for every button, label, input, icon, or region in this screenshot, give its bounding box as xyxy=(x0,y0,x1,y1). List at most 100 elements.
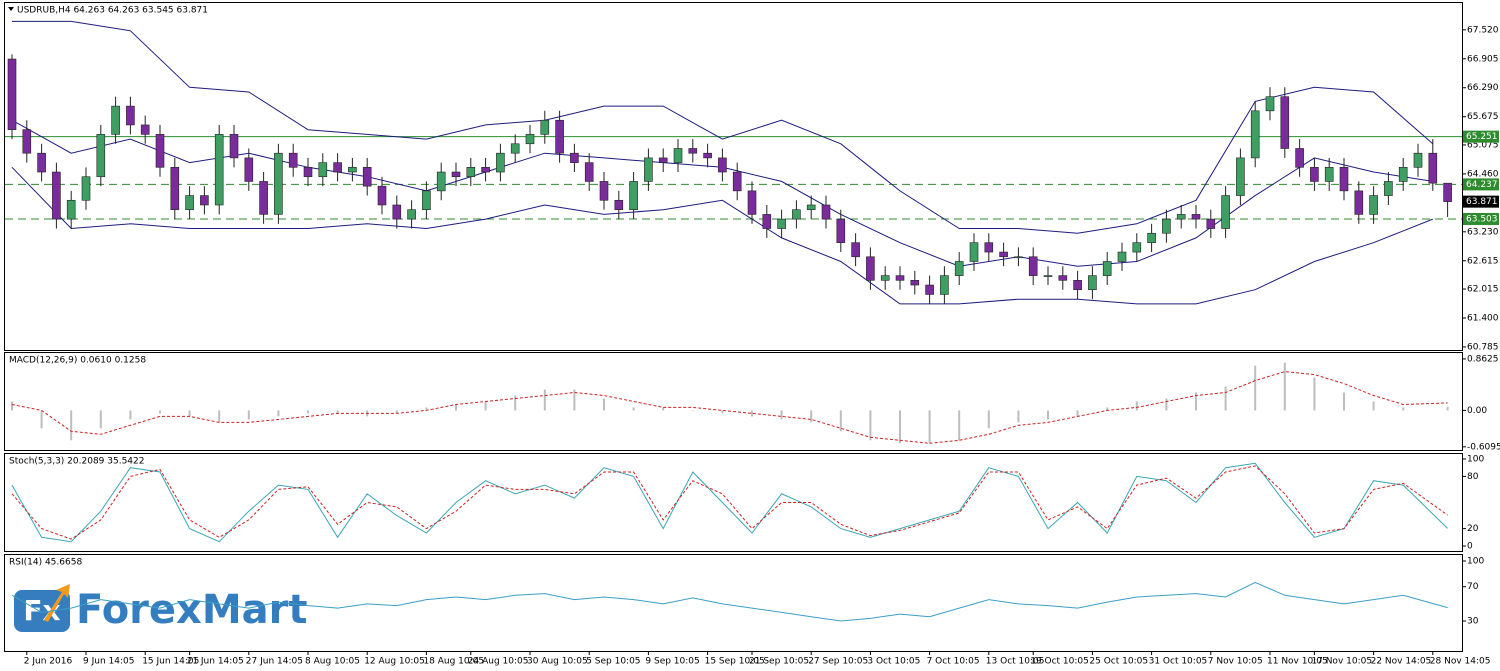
candle-body xyxy=(940,275,949,295)
candle-body xyxy=(1028,256,1038,276)
macd-bar xyxy=(987,410,990,429)
candle-body xyxy=(1176,214,1186,220)
x-tick-label: 28 Nov 14:05 xyxy=(1430,657,1491,667)
x-tick-label: 31 Oct 10:05 xyxy=(1149,657,1208,667)
candle-body xyxy=(185,195,194,210)
y-tick-label: 65.675 xyxy=(1467,112,1499,122)
level-label: 64.237 xyxy=(1466,180,1498,190)
candle-body xyxy=(747,190,757,215)
candle-body xyxy=(451,171,461,178)
candle-body xyxy=(821,204,831,220)
candle-body xyxy=(362,167,372,187)
macd-bar xyxy=(1076,410,1079,417)
candle-body xyxy=(1073,280,1082,291)
level-label-box xyxy=(1463,212,1499,225)
candle-body xyxy=(599,181,609,201)
macd-bar xyxy=(543,389,546,411)
candle-body xyxy=(200,195,209,206)
x-tick-label: 12 Aug 10:05 xyxy=(364,657,425,667)
candle-body xyxy=(525,134,535,145)
candle-body xyxy=(910,280,920,286)
x-tick-label: 8 Aug 10:05 xyxy=(305,657,360,667)
candle-body xyxy=(732,171,742,192)
macd-bar xyxy=(1313,377,1316,411)
candle-body xyxy=(703,152,712,159)
candle-body xyxy=(1206,218,1216,229)
x-tick-label: 5 Sep 10:05 xyxy=(586,657,640,667)
macd-bar xyxy=(1195,392,1197,411)
candle-body xyxy=(1324,167,1334,182)
candle-body xyxy=(895,275,905,281)
macd-bar xyxy=(839,410,842,432)
y-tick-label: 0 xyxy=(1467,542,1473,552)
candle-body xyxy=(407,209,416,220)
macd-bar xyxy=(425,407,428,411)
candle-body xyxy=(1088,275,1097,291)
y-tick-label: 30 xyxy=(1467,617,1479,627)
candle-body xyxy=(52,171,61,220)
macd-bar xyxy=(1283,362,1286,411)
x-tick-label: 15 Jun 14:05 xyxy=(142,657,199,667)
x-tick-label: 19 Oct 10:05 xyxy=(1030,657,1089,667)
macd-bar xyxy=(159,410,161,414)
x-tick-label: 21 Jun 14:05 xyxy=(187,657,244,667)
macd-bar xyxy=(1254,365,1257,411)
macd-bar xyxy=(751,410,753,417)
x-tick-label: 21 Sep 10:05 xyxy=(749,657,809,667)
macd-bar xyxy=(1017,410,1020,423)
candle-body xyxy=(1191,214,1201,220)
macd-bar xyxy=(662,407,665,411)
candle-body xyxy=(1147,232,1156,243)
x-tick-label: 3 Oct 10:05 xyxy=(867,657,920,667)
candle-body xyxy=(496,152,505,173)
candle-body xyxy=(1014,256,1023,259)
x-tick-label: 27 Sep 10:05 xyxy=(808,657,868,667)
candle-body xyxy=(244,157,254,182)
level-label-box xyxy=(1463,130,1499,143)
candle-body xyxy=(1339,167,1349,192)
candle-body xyxy=(422,190,431,210)
macd-bar xyxy=(395,410,398,414)
y-tick-label: 60.785 xyxy=(1467,342,1499,352)
rsi-panel xyxy=(4,554,1463,652)
x-tick-label: 11 Nov 10:05 xyxy=(1267,657,1328,667)
y-tick-label: 67.520 xyxy=(1467,25,1499,35)
macd-bar xyxy=(1135,401,1138,411)
candle-body xyxy=(1354,190,1364,215)
macd-bar xyxy=(928,410,931,444)
candle-body xyxy=(925,284,934,295)
x-tick-label: 9 Sep 10:05 xyxy=(645,657,699,667)
panel-title: Stoch(5,3,3) 20.2089 35.5422 xyxy=(9,457,144,467)
macd-bar xyxy=(218,410,221,423)
candle-body xyxy=(851,242,860,258)
macd-bar xyxy=(1047,410,1049,420)
candle-body xyxy=(140,124,150,135)
y-tick-label: 0.8625 xyxy=(1467,354,1499,364)
macd-bar xyxy=(70,410,73,441)
macd-bar xyxy=(188,410,191,417)
candle-body xyxy=(436,171,446,192)
macd-bar xyxy=(336,410,339,414)
x-tick-label: 7 Nov 10:05 xyxy=(1208,657,1263,667)
macd-bar xyxy=(691,410,694,411)
logo-arrow xyxy=(44,584,70,622)
y-tick-label: 66.290 xyxy=(1467,83,1499,93)
candle-body xyxy=(1117,251,1127,262)
panel-title: MACD(12,26,9) 0.0610 0.1258 xyxy=(9,356,146,366)
macd-panel xyxy=(4,352,1463,451)
bollinger-upper xyxy=(12,20,1434,234)
candle-body xyxy=(969,242,979,262)
candle-body xyxy=(629,181,638,210)
candle-body xyxy=(7,58,17,130)
logo-icon xyxy=(14,590,70,632)
macd-bar xyxy=(780,410,783,420)
candle-body xyxy=(155,134,165,168)
y-tick-label: 61.400 xyxy=(1467,313,1499,323)
candle-body xyxy=(806,204,816,210)
rsi-line xyxy=(11,581,1448,622)
x-tick-label: 24 Aug 10:05 xyxy=(468,657,529,667)
macd-bar xyxy=(455,404,457,411)
candle-body xyxy=(229,134,239,159)
panel-title: RSI(14) 45.6658 xyxy=(9,558,82,568)
candle-body xyxy=(880,275,890,281)
